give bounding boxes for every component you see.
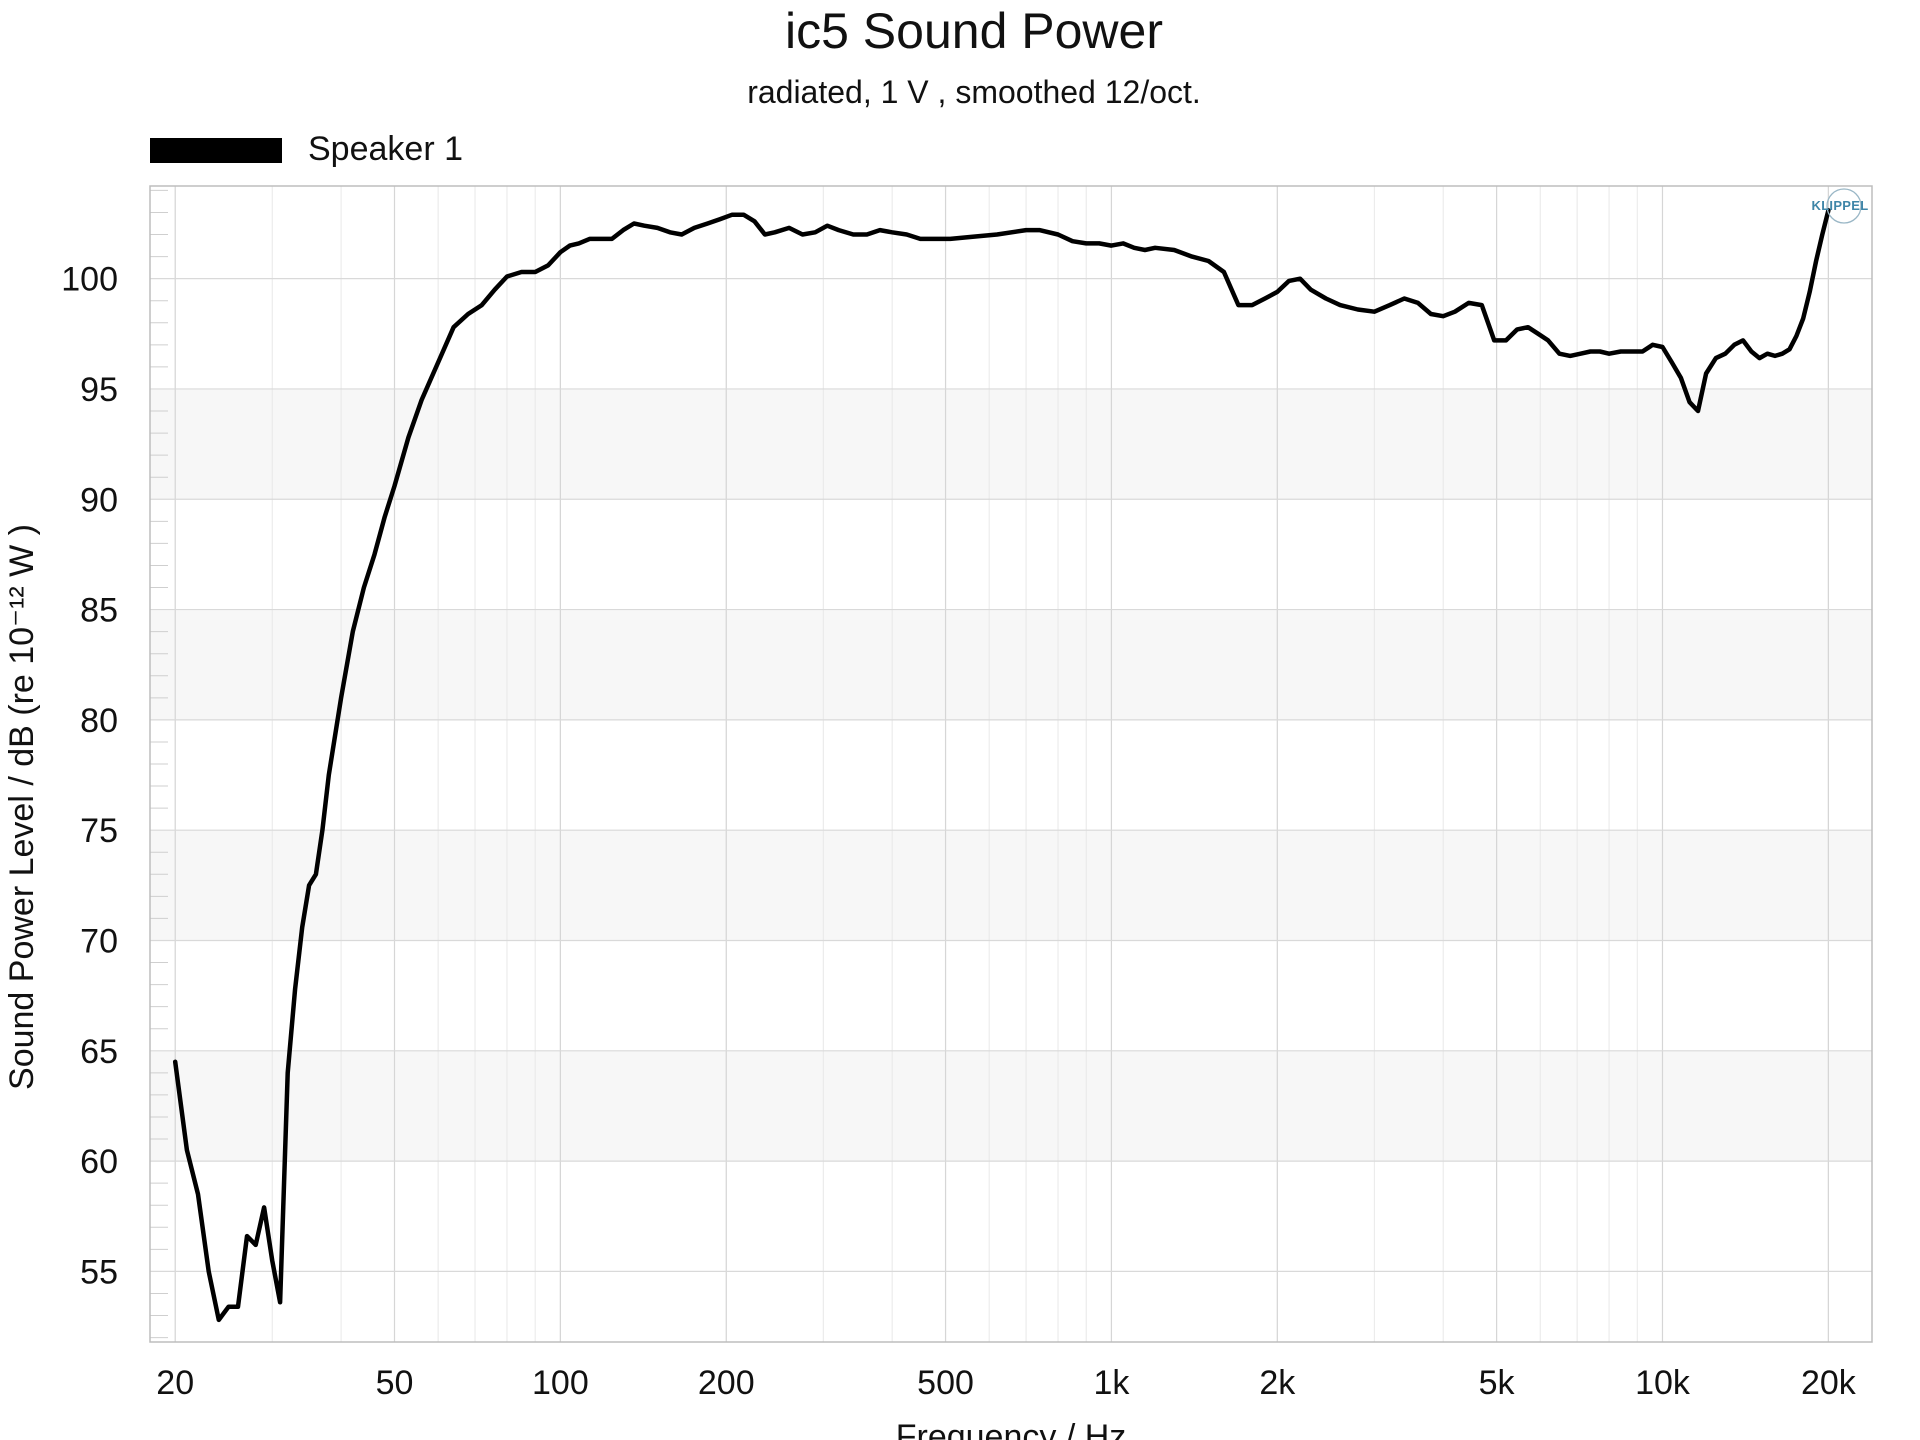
y-axis-label: Sound Power Level / dB (re 10⁻¹² W ) — [3, 524, 41, 1090]
x-tick-label: 20k — [1801, 1364, 1857, 1402]
y-tick-label: 80 — [80, 702, 118, 740]
x-tick-label: 100 — [532, 1364, 589, 1402]
legend-label: Speaker 1 — [308, 130, 463, 168]
grid-major-y — [150, 278, 1872, 1273]
y-tick-label: 90 — [80, 481, 118, 519]
y-tick-label: 85 — [80, 592, 118, 630]
x-tick-label: 5k — [1479, 1364, 1516, 1402]
x-tick-labels: 20 50 100 200 500 1k 2k 5k 10k 20k — [156, 1364, 1856, 1402]
y-minor-ticks — [150, 189, 168, 1339]
logo-text: KLIPPEL — [1812, 198, 1869, 213]
legend: Speaker 1 — [150, 130, 463, 168]
plot-bands — [150, 388, 1872, 1162]
x-tick-label: 500 — [917, 1364, 974, 1402]
grid-major-x — [174, 186, 1829, 1342]
series-line-speaker-1 — [172, 208, 1831, 1323]
x-tick-label: 10k — [1635, 1364, 1691, 1402]
klippel-logo: KLIPPEL — [1812, 188, 1869, 224]
plot-band — [150, 1050, 1872, 1162]
plot-band — [150, 609, 1872, 720]
y-tick-label: 100 — [61, 261, 118, 299]
chart-title: ic5 Sound Power — [785, 3, 1163, 59]
x-tick-label: 1k — [1093, 1364, 1130, 1402]
x-axis-label: Frequency / Hz — [896, 1418, 1127, 1440]
y-tick-label: 70 — [80, 922, 118, 960]
y-tick-label: 60 — [80, 1143, 118, 1181]
logo-ring — [1826, 188, 1862, 224]
series-layer — [172, 208, 1831, 1323]
y-tick-label: 95 — [80, 371, 118, 409]
y-tick-label: 65 — [80, 1033, 118, 1071]
plot-frame — [149, 185, 1873, 1343]
grid-minor-x — [174, 186, 1829, 1342]
plot-band — [150, 830, 1872, 941]
y-tick-label: 75 — [80, 812, 118, 850]
y-tick-label: 55 — [80, 1253, 118, 1291]
x-tick-label: 200 — [698, 1364, 755, 1402]
y-tick-labels: 55 60 65 70 75 80 85 90 95 100 — [61, 261, 118, 1292]
x-tick-label: 20 — [156, 1364, 194, 1402]
x-tick-label: 50 — [376, 1364, 414, 1402]
chart-subtitle: radiated, 1 V , smoothed 12/oct. — [747, 74, 1201, 110]
x-tick-label: 2k — [1259, 1364, 1296, 1402]
plot-band — [150, 388, 1872, 500]
legend-swatch — [150, 138, 282, 163]
